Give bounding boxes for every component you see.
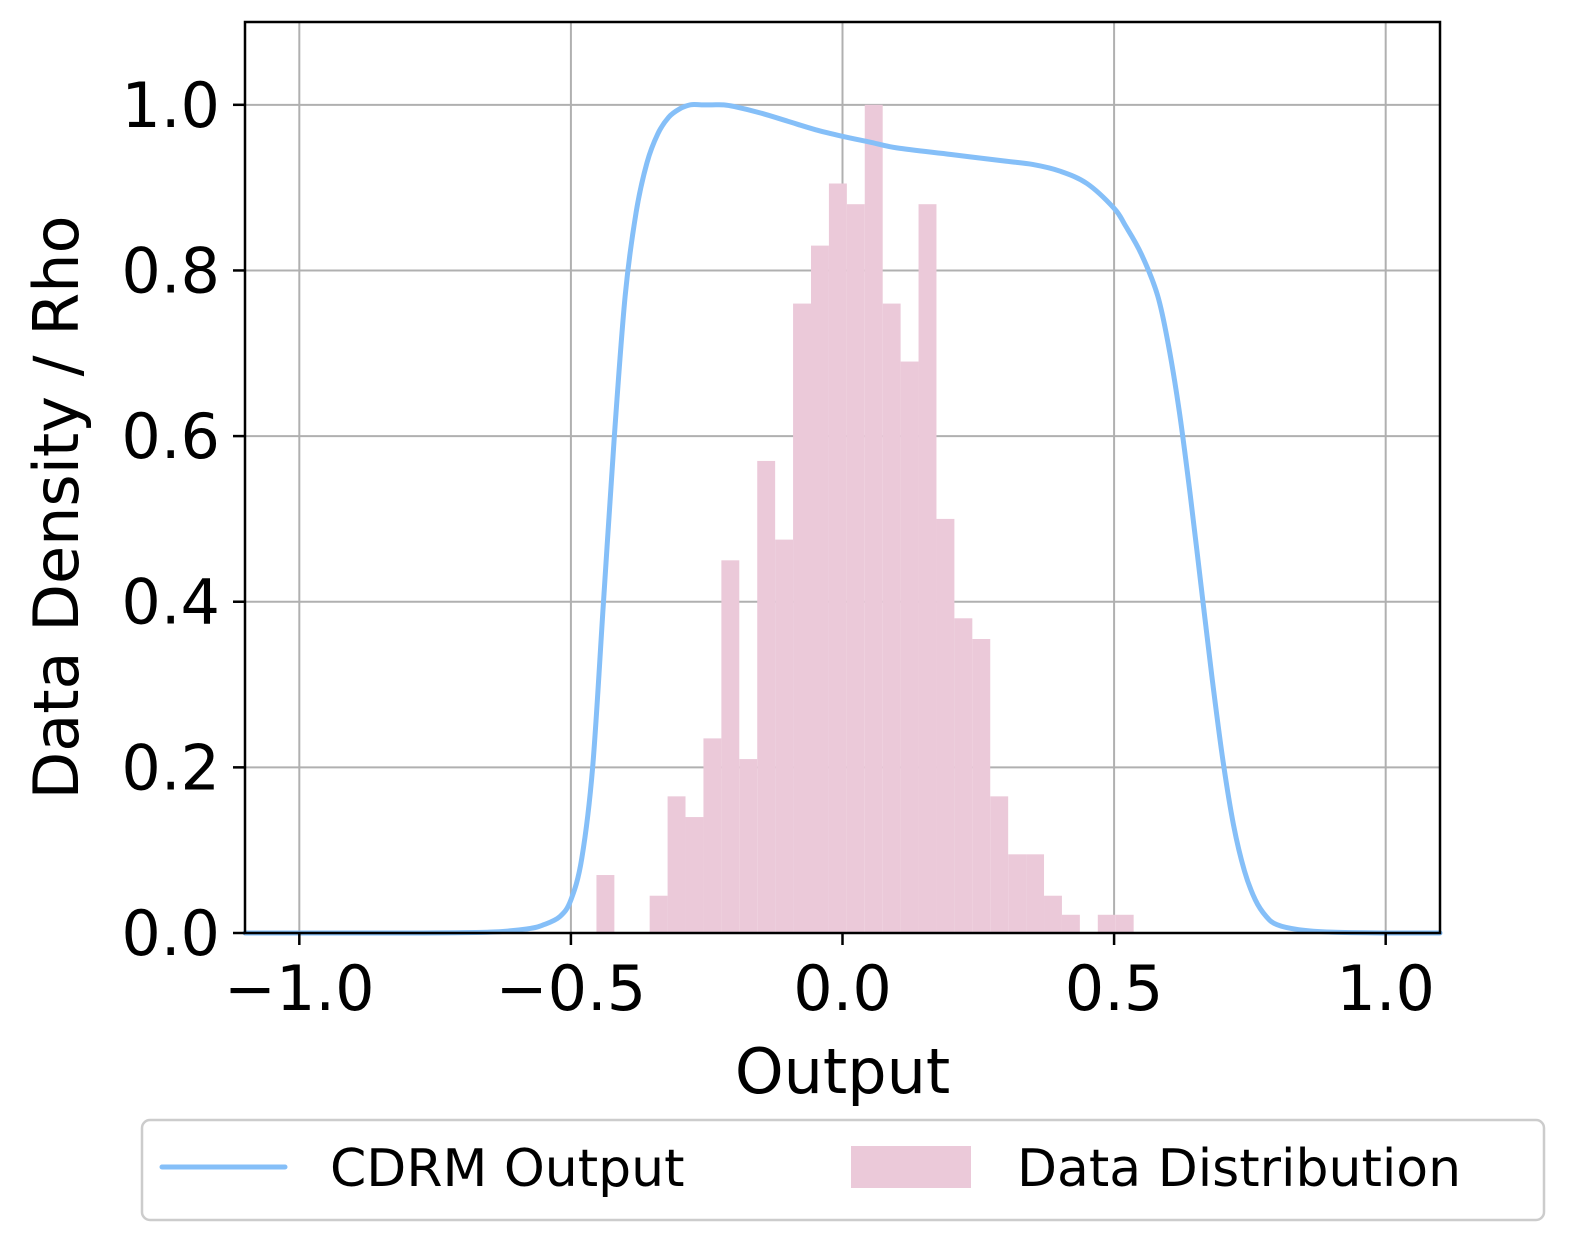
histogram-bar-4: [703, 738, 722, 933]
histogram-bar-7: [757, 460, 776, 933]
histogram-bar-22: [1026, 854, 1045, 933]
histogram-bar-8: [775, 539, 794, 933]
y-tick-label-2: 0.4: [121, 566, 220, 639]
histogram-bar-20: [990, 796, 1009, 933]
x-tick-label-3: 0.5: [1065, 952, 1164, 1025]
histogram-bar-9: [793, 303, 811, 934]
histogram-bar-23: [1044, 895, 1062, 933]
histogram-bar-11: [828, 183, 847, 933]
histogram-bar-19: [972, 638, 991, 933]
legend: CDRM Output Data Distribution: [140, 1118, 1546, 1222]
y-tick-label-3: 0.6: [121, 400, 220, 473]
x-tick-label-0: −1.0: [224, 952, 375, 1025]
histogram-bars: [596, 104, 1134, 934]
tick-marks: [233, 103, 1387, 945]
x-tick-label-2: 0.0: [793, 952, 892, 1025]
histogram-bar-1: [649, 895, 668, 933]
histogram-bar-16: [918, 204, 937, 933]
histogram-bar-21: [1008, 854, 1027, 933]
histogram-bar-0: [596, 875, 615, 933]
histogram-bar-10: [810, 245, 829, 934]
histogram-bar-14: [882, 303, 901, 934]
histogram-bar-2: [667, 796, 686, 933]
histogram-bar-12: [846, 204, 865, 933]
histogram-bar-3: [685, 817, 704, 933]
histogram-bar-6: [739, 759, 758, 933]
x-tick-label-1: −0.5: [496, 952, 647, 1025]
histogram-bar-5: [721, 560, 740, 933]
y-tick-label-0: 0.0: [121, 897, 220, 970]
legend-label-cdrm-output: CDRM Output: [330, 1139, 685, 1199]
legend-patch-swatch: [851, 1146, 971, 1188]
y-axis-label: Data Density / Rho: [20, 215, 93, 799]
x-axis-label: Output: [735, 1035, 950, 1108]
cdrm-output-line: [242, 102, 1443, 936]
x-tick-labels: −1.0 −0.5 0.0 0.5 1.0: [224, 952, 1435, 1025]
histogram-bar-15: [900, 361, 919, 933]
legend-label-data-distribution: Data Distribution: [1017, 1139, 1461, 1199]
y-tick-labels: 0.0 0.2 0.4 0.6 0.8 1.0: [121, 69, 220, 970]
y-tick-label-1: 0.2: [121, 731, 220, 804]
y-tick-label-4: 0.8: [121, 234, 220, 307]
histogram-bar-18: [954, 618, 973, 933]
histogram-bar-25: [1097, 914, 1116, 933]
legend-box: [140, 1118, 1546, 1222]
histogram-bar-26: [1115, 914, 1134, 933]
histogram-bar-24: [1061, 914, 1080, 933]
histogram-bar-13: [864, 104, 883, 934]
histogram-bar-17: [936, 518, 955, 933]
x-tick-label-4: 1.0: [1336, 952, 1435, 1025]
y-tick-label-5: 1.0: [121, 69, 220, 142]
